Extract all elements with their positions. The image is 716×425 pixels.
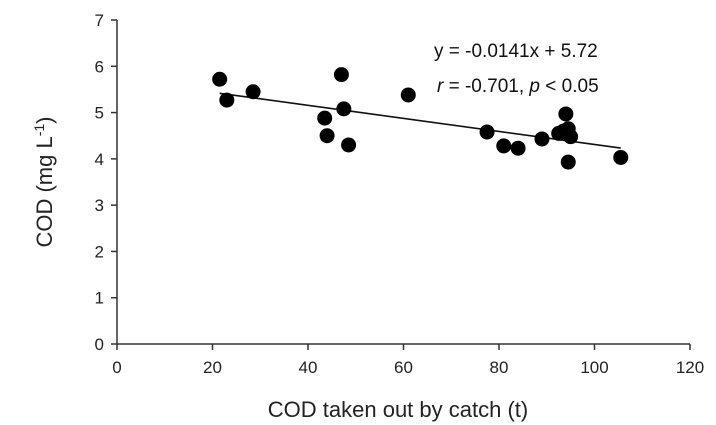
data-points xyxy=(212,67,629,170)
data-point xyxy=(510,140,526,156)
data-point xyxy=(560,154,576,170)
data-point xyxy=(212,71,228,87)
x-tick-label: 40 xyxy=(299,358,318,377)
r-symbol: r xyxy=(437,76,444,97)
data-point xyxy=(563,129,579,145)
data-point xyxy=(558,106,574,122)
data-point xyxy=(333,67,349,83)
x-tick-label: 60 xyxy=(394,358,413,377)
data-point xyxy=(341,137,357,153)
regression-equation: y = -0.0141x + 5.72 xyxy=(434,41,598,62)
y-tick-label: 7 xyxy=(95,11,104,30)
x-ticks: 0 20 40 60 80 100 120 xyxy=(112,344,704,377)
y-axis-title-main: COD (mg L xyxy=(32,136,57,247)
x-tick-label: 120 xyxy=(676,358,704,377)
y-axis-title-sup: -1 xyxy=(31,124,47,137)
data-point xyxy=(317,110,333,126)
data-point xyxy=(319,128,335,144)
x-tick-label: 80 xyxy=(490,358,509,377)
data-point xyxy=(534,131,550,147)
y-tick-label: 4 xyxy=(95,150,104,169)
y-ticks: 0 1 2 3 4 5 6 7 xyxy=(95,11,117,354)
p-value: < 0.05 xyxy=(540,76,599,97)
data-point xyxy=(336,101,352,117)
y-tick-label: 6 xyxy=(95,57,104,76)
data-point xyxy=(245,84,261,100)
y-tick-label: 0 xyxy=(95,335,104,354)
p-symbol: p xyxy=(528,76,540,97)
axes xyxy=(116,20,690,345)
x-tick-label: 20 xyxy=(203,358,222,377)
x-tick-label: 100 xyxy=(580,358,608,377)
y-axis-title: COD (mg L-1) xyxy=(31,116,57,247)
y-tick-label: 5 xyxy=(95,104,104,123)
data-point xyxy=(496,138,512,154)
r-value: = -0.701, xyxy=(443,76,529,97)
data-point xyxy=(479,124,495,140)
y-tick-label: 3 xyxy=(95,196,104,215)
y-axis-title-close: ) xyxy=(32,116,57,123)
x-axis-title: COD taken out by catch (t) xyxy=(268,397,528,422)
y-tick-label: 1 xyxy=(95,289,104,308)
data-point xyxy=(219,92,235,108)
data-point xyxy=(613,149,629,165)
data-point xyxy=(400,87,416,103)
y-tick-label: 2 xyxy=(95,242,104,261)
correlation-stats: r = -0.701, p < 0.05 xyxy=(437,76,599,97)
x-tick-label: 0 xyxy=(112,358,121,377)
